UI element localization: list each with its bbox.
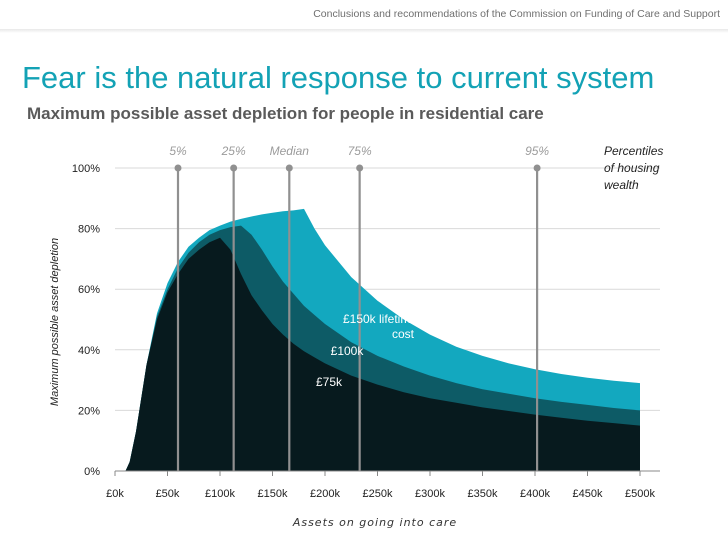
y-tick-label: 0%	[84, 466, 100, 478]
percentile-label: Median	[270, 144, 310, 158]
percentile-markers: 5% 25% Median 75% 95%	[169, 144, 549, 471]
x-tick-label: £200k	[310, 488, 340, 500]
percentile-label: 5%	[169, 144, 187, 158]
x-tick-label: £150k	[258, 488, 288, 500]
percentile-label: 75%	[348, 144, 372, 158]
percentile-dot	[285, 164, 293, 172]
percentile-dot	[174, 164, 182, 172]
series-label-100k: £100k	[331, 344, 365, 358]
y-tick-label: 80%	[78, 224, 100, 236]
axes: 0% 20% 40% 60% 80% 100% £0k £50k £100k £150k £200k…	[72, 163, 660, 500]
percentile-dot	[230, 164, 238, 172]
slide-title: Fear is the natural response to current …	[22, 60, 655, 95]
percentile-legend-line: Percentiles	[604, 144, 663, 158]
series-label-line: cost	[392, 327, 415, 341]
x-tick-label: £300k	[415, 488, 445, 500]
chart-labels: Maximum possible asset depletion Assets …	[49, 144, 663, 529]
x-tick-label: £450k	[573, 488, 603, 500]
header-bar: Conclusions and recommendations of the C…	[0, 0, 728, 30]
series-label-75k: £75k	[316, 375, 343, 389]
percentile-legend: Percentiles of housing wealth	[604, 144, 663, 192]
x-tick-label: £250k	[363, 488, 393, 500]
y-tick-label: 100%	[72, 163, 100, 175]
percentile-legend-line: wealth	[604, 178, 639, 192]
x-tick-label: £350k	[468, 488, 498, 500]
percentile-dot	[533, 164, 541, 172]
area-75k	[115, 237, 640, 471]
x-tick-label: £400k	[520, 488, 550, 500]
y-tick-label: 60%	[78, 284, 100, 296]
series-areas	[115, 208, 640, 471]
header-divider	[0, 29, 728, 33]
slide-subtitle: Maximum possible asset depletion for peo…	[27, 104, 544, 123]
x-axis-label: Assets on going into care	[292, 516, 457, 529]
x-tick-label: £100k	[205, 488, 235, 500]
y-tick-label: 40%	[78, 345, 100, 357]
percentile-label: 25%	[221, 144, 246, 158]
series-label-150k: £150k lifetime cost	[343, 312, 417, 341]
x-tick-label: £500k	[625, 488, 655, 500]
series-label-line: £150k lifetime	[343, 312, 417, 326]
x-tick-label: £50k	[156, 488, 180, 500]
percentile-dot	[356, 164, 364, 172]
percentile-legend-line: of housing	[604, 161, 660, 175]
x-tick-label: £0k	[106, 488, 124, 500]
percentile-label: 95%	[525, 144, 549, 158]
header-text: Conclusions and recommendations of the C…	[313, 8, 720, 20]
y-axis-label: Maximum possible asset depletion	[49, 238, 61, 406]
y-tick-label: 20%	[78, 405, 100, 417]
